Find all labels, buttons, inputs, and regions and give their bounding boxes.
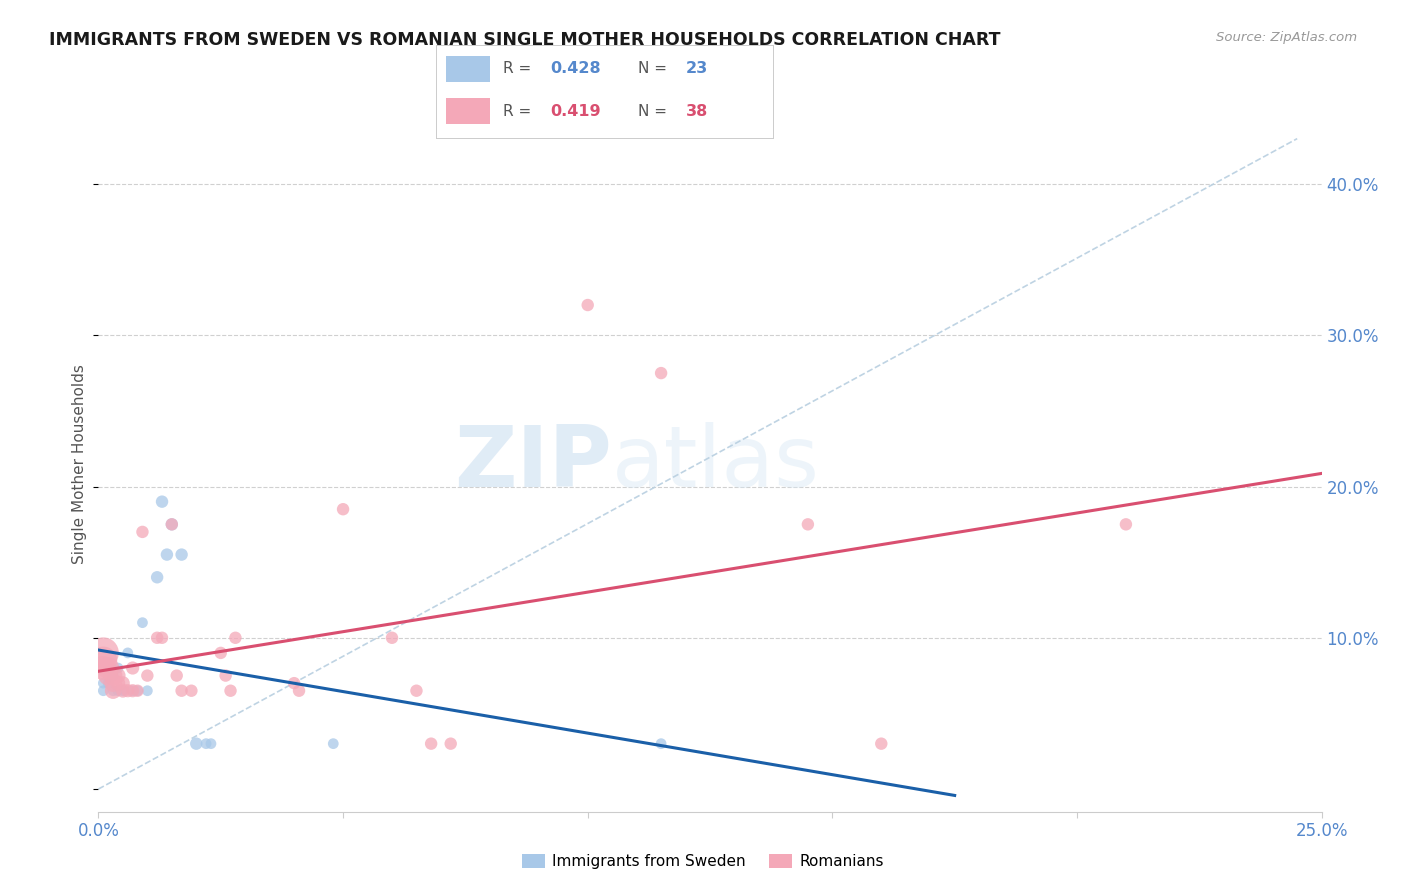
Point [156, 548, 179, 562]
Point [101, 668, 124, 682]
Bar [446, 98, 489, 124]
Point [101, 676, 124, 690]
Point [101, 683, 124, 698]
Point [288, 683, 311, 698]
Text: Source: ZipAtlas.com: Source: ZipAtlas.com [1216, 31, 1357, 45]
Point [101, 668, 124, 682]
Point [186, 737, 208, 751]
Point [91, 676, 114, 690]
Point [107, 676, 129, 690]
Point [107, 668, 129, 682]
Text: R =: R = [503, 103, 537, 119]
Point [91, 683, 114, 698]
Point [180, 683, 202, 698]
Point [166, 668, 188, 682]
Point [121, 683, 143, 698]
Point [160, 517, 183, 532]
Point [131, 615, 153, 630]
Point [332, 502, 354, 516]
Bar [446, 56, 489, 82]
Point [111, 683, 134, 698]
Point [121, 683, 143, 698]
Point [97, 676, 120, 690]
Point [150, 631, 173, 645]
Point [127, 683, 149, 698]
Point [420, 737, 443, 751]
Point [91, 653, 114, 667]
Point [283, 676, 305, 690]
Point [170, 548, 193, 562]
Point [195, 737, 218, 751]
Text: 0.419: 0.419 [551, 103, 602, 119]
Text: 23: 23 [686, 62, 707, 77]
Point [121, 661, 143, 675]
Point [405, 683, 427, 698]
Point [576, 298, 599, 312]
Point [107, 683, 129, 698]
Point [146, 631, 169, 645]
Point [111, 676, 134, 690]
Text: 0.428: 0.428 [551, 62, 602, 77]
Point [97, 661, 120, 675]
Point [127, 683, 149, 698]
Point [214, 668, 236, 682]
Text: atlas: atlas [612, 422, 820, 506]
Y-axis label: Single Mother Households: Single Mother Households [72, 364, 87, 564]
Point [381, 631, 404, 645]
Point [117, 683, 139, 698]
Point [160, 517, 183, 532]
Point [209, 646, 232, 660]
Point [870, 737, 893, 751]
Text: N =: N = [638, 62, 672, 77]
Point [91, 661, 114, 675]
Point [117, 646, 139, 660]
Text: N =: N = [638, 103, 672, 119]
Text: 38: 38 [686, 103, 707, 119]
Point [650, 737, 672, 751]
Point [440, 737, 463, 751]
Point [650, 366, 672, 380]
Point [170, 683, 193, 698]
Point [322, 737, 344, 751]
Point [111, 683, 134, 698]
Point [200, 737, 222, 751]
Legend: Immigrants from Sweden, Romanians: Immigrants from Sweden, Romanians [516, 848, 890, 875]
Point [97, 668, 120, 682]
Point [107, 661, 129, 675]
Text: IMMIGRANTS FROM SWEDEN VS ROMANIAN SINGLE MOTHER HOUSEHOLDS CORRELATION CHART: IMMIGRANTS FROM SWEDEN VS ROMANIAN SINGL… [49, 31, 1001, 49]
Point [797, 517, 820, 532]
Point [131, 524, 153, 539]
Point [136, 683, 159, 698]
Point [1115, 517, 1137, 532]
Point [91, 646, 114, 660]
Point [224, 631, 246, 645]
Point [146, 570, 169, 584]
Point [219, 683, 242, 698]
Point [101, 683, 124, 698]
Point [150, 494, 173, 508]
Text: ZIP: ZIP [454, 422, 612, 506]
Text: R =: R = [503, 62, 537, 77]
Point [136, 668, 159, 682]
